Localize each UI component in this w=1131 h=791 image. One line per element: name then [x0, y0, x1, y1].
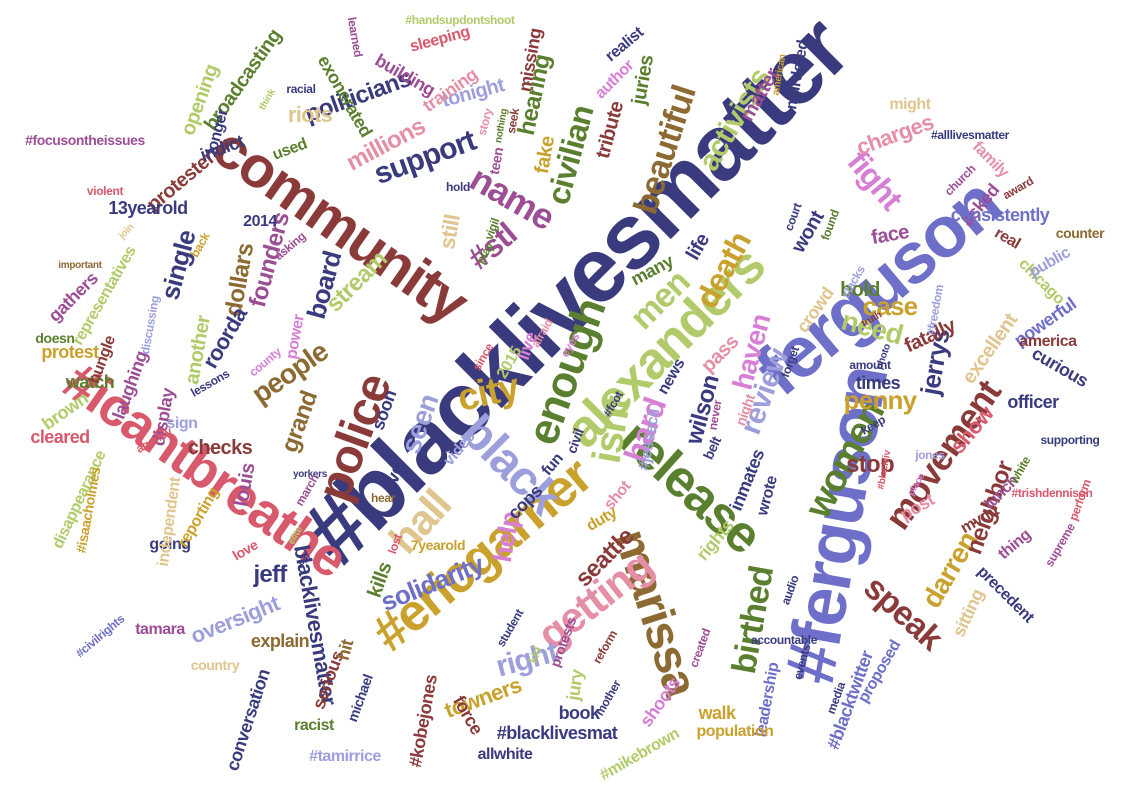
cloud-word: walk — [698, 703, 736, 723]
cloud-word: thing — [995, 526, 1035, 563]
cloud-word: supporting — [1040, 433, 1100, 447]
cloud-word: perform — [1066, 477, 1094, 523]
cloud-word: juries — [627, 53, 659, 107]
cloud-word: doesn — [35, 330, 75, 346]
cloud-word: hold — [446, 180, 470, 194]
cloud-word: penny — [843, 385, 917, 415]
cloud-word: violent — [86, 184, 124, 198]
cloud-word: #trishdennison — [1011, 486, 1093, 500]
cloud-word: hit — [332, 637, 358, 663]
cloud-word: white — [1006, 453, 1034, 487]
cloud-word: allwhite — [477, 746, 533, 763]
cloud-word: accountable — [750, 633, 818, 647]
cloud-word: checks — [187, 437, 253, 459]
cloud-word: tamara — [135, 621, 185, 638]
cloud-word: story — [474, 106, 496, 138]
cloud-word: conversation — [222, 666, 274, 774]
cloud-word: country — [190, 657, 240, 673]
cloud-word: watch — [65, 372, 115, 392]
cloud-word: sitting — [948, 586, 988, 640]
cloud-word: population — [696, 723, 774, 740]
cloud-word: counter — [1055, 225, 1105, 241]
cloud-word: #alllivesmatter — [931, 128, 1009, 142]
cloud-word: cleared — [30, 427, 90, 447]
cloud-word: #civilrights — [72, 611, 128, 661]
cloud-word: jones — [915, 448, 945, 462]
cloud-word: sign — [166, 415, 198, 432]
cloud-word: hear — [371, 491, 395, 505]
cloud-word: tribute — [591, 99, 629, 161]
cloud-word: bold — [840, 279, 880, 301]
cloud-word: single — [154, 227, 202, 303]
cloud-word: consistently — [950, 205, 1050, 225]
cloud-word: reform — [589, 627, 621, 667]
cloud-word: going — [149, 536, 191, 553]
cloud-word: officer — [1007, 392, 1059, 412]
cloud-word: 2014 — [243, 213, 277, 230]
cloud-word: important — [58, 260, 102, 271]
cloud-word: stop — [846, 451, 894, 478]
cloud-word: mother — [592, 677, 624, 719]
cloud-word: might — [889, 96, 931, 113]
cloud-word: supreme — [1042, 520, 1078, 570]
cloud-word: shoots — [635, 673, 685, 731]
cloud-word: riots — [287, 102, 333, 127]
cloud-word: student — [493, 606, 527, 650]
cloud-word: jury — [562, 668, 588, 702]
cloud-word: #focusontheissues — [25, 132, 145, 148]
cloud-word: charges — [853, 109, 937, 160]
cloud-word: 13yearold — [108, 198, 188, 218]
cloud-word: sleeping — [408, 23, 472, 56]
cloud-word: 7yearold — [410, 537, 466, 553]
cloud-word: excellent — [957, 309, 1023, 389]
cloud-word: found — [818, 207, 842, 243]
cloud-word: love — [229, 536, 261, 564]
cloud-word: racist — [294, 717, 334, 734]
cloud-word: michael — [344, 672, 376, 724]
cloud-word: join — [116, 221, 137, 242]
cloud-word: public — [1026, 244, 1074, 281]
cloud-word: birthed — [724, 563, 782, 677]
cloud-word: still — [434, 212, 465, 252]
cloud-word: explain — [250, 631, 310, 651]
cloud-word: #blacklivesmat — [496, 723, 618, 743]
cloud-word: #handsupdontshoot — [405, 13, 515, 27]
cloud-word: learned — [344, 16, 366, 58]
cloud-word: independent — [154, 476, 185, 568]
cloud-word: times — [855, 373, 901, 393]
cloud-word: curious — [1028, 343, 1092, 391]
cloud-word: #tamirrice — [309, 748, 381, 765]
cloud-word: protest — [41, 342, 99, 362]
cloud-word: family — [969, 138, 1012, 181]
cloud-word: case — [862, 291, 919, 321]
cloud-word: grand — [276, 387, 324, 457]
cloud-word: yorkers — [292, 469, 328, 480]
cloud-word: wrote — [754, 474, 781, 518]
cloud-word: real — [991, 224, 1024, 253]
cloud-word: award — [1000, 173, 1036, 203]
cloud-word: never — [705, 398, 725, 432]
cloud-word: discussing — [137, 294, 163, 356]
cloud-word: amount — [849, 358, 891, 372]
cloud-word: think — [257, 87, 278, 113]
cloud-word: fight — [840, 143, 910, 217]
cloud-word: racial — [286, 82, 316, 96]
cloud-word: created — [686, 626, 714, 670]
cloud-word: jeff — [253, 561, 287, 588]
cloud-word: #kobejones — [405, 673, 441, 769]
cloud-word: america — [1019, 333, 1077, 350]
cloud-word: book — [558, 703, 600, 723]
